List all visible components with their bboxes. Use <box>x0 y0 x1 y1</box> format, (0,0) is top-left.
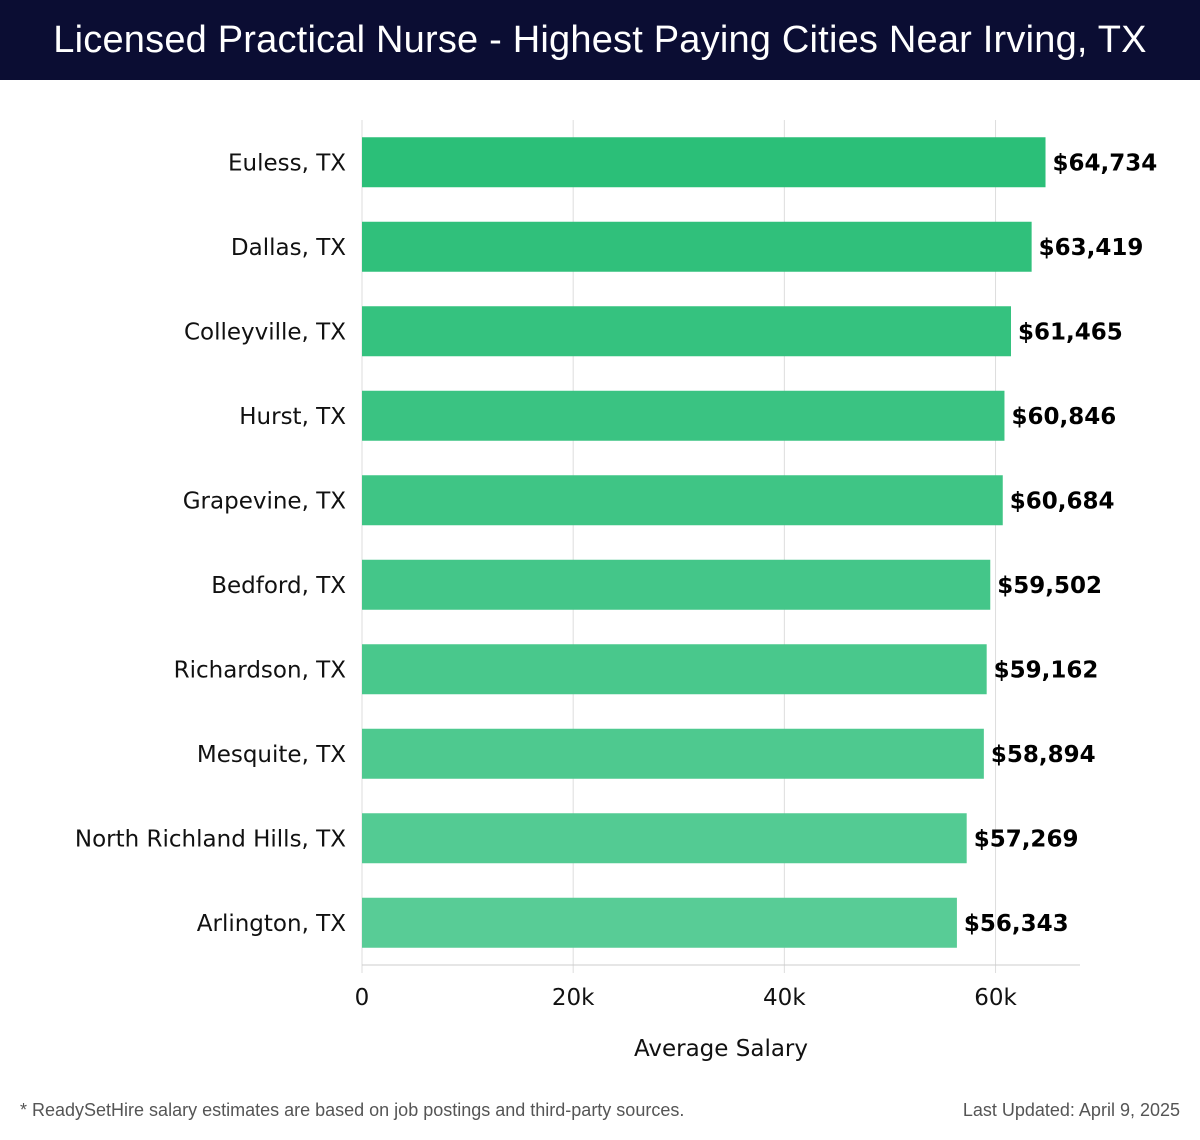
value-label: $61,465 <box>1018 319 1123 345</box>
bar <box>362 137 1046 188</box>
value-label: $56,343 <box>964 911 1069 937</box>
value-label: $59,502 <box>997 573 1102 599</box>
labels: 0 20k 40k 60k Euless, TX $64,734 Dallas, TX $63… <box>75 150 1157 1011</box>
bars <box>362 137 1046 948</box>
x-axis-title: Average Salary <box>634 1036 808 1062</box>
bar <box>362 728 984 779</box>
category-label: Dallas, TX <box>231 235 346 261</box>
value-label: $60,684 <box>1010 488 1115 514</box>
last-updated: Last Updated: April 9, 2025 <box>962 1100 1180 1120</box>
chart-title: Licensed Practical Nurse - Highest Payin… <box>53 18 1147 61</box>
category-label: Mesquite, TX <box>197 742 346 768</box>
x-tick-label: 60k <box>974 985 1017 1011</box>
value-label: $59,162 <box>994 657 1099 683</box>
value-label: $64,734 <box>1053 150 1158 176</box>
bar <box>362 390 1005 441</box>
value-label: $63,419 <box>1039 235 1144 261</box>
bar <box>362 475 1003 526</box>
x-tick-label: 0 <box>355 985 370 1011</box>
bar <box>362 897 957 948</box>
category-label: Richardson, TX <box>174 657 347 683</box>
bar-chart: 0 20k 40k 60k Euless, TX $64,734 Dallas, TX $63… <box>75 120 1157 1062</box>
bar <box>362 644 987 695</box>
category-label: North Richland Hills, TX <box>75 826 346 852</box>
bar <box>362 813 967 864</box>
footer-note: * ReadySetHire salary estimates are base… <box>20 1100 685 1120</box>
x-tick-label: 20k <box>552 985 595 1011</box>
chart-header: Licensed Practical Nurse - Highest Payin… <box>0 0 1200 80</box>
value-label: $58,894 <box>991 742 1096 768</box>
x-tick-label: 40k <box>763 985 806 1011</box>
value-label: $60,846 <box>1011 404 1116 430</box>
category-label: Hurst, TX <box>239 404 346 430</box>
bar <box>362 221 1032 272</box>
category-label: Euless, TX <box>228 150 346 176</box>
category-label: Arlington, TX <box>197 911 346 937</box>
bar <box>362 559 991 610</box>
category-label: Bedford, TX <box>211 573 346 599</box>
bar <box>362 306 1011 357</box>
category-label: Grapevine, TX <box>183 488 347 514</box>
value-label: $57,269 <box>974 826 1079 852</box>
category-label: Colleyville, TX <box>184 319 346 345</box>
